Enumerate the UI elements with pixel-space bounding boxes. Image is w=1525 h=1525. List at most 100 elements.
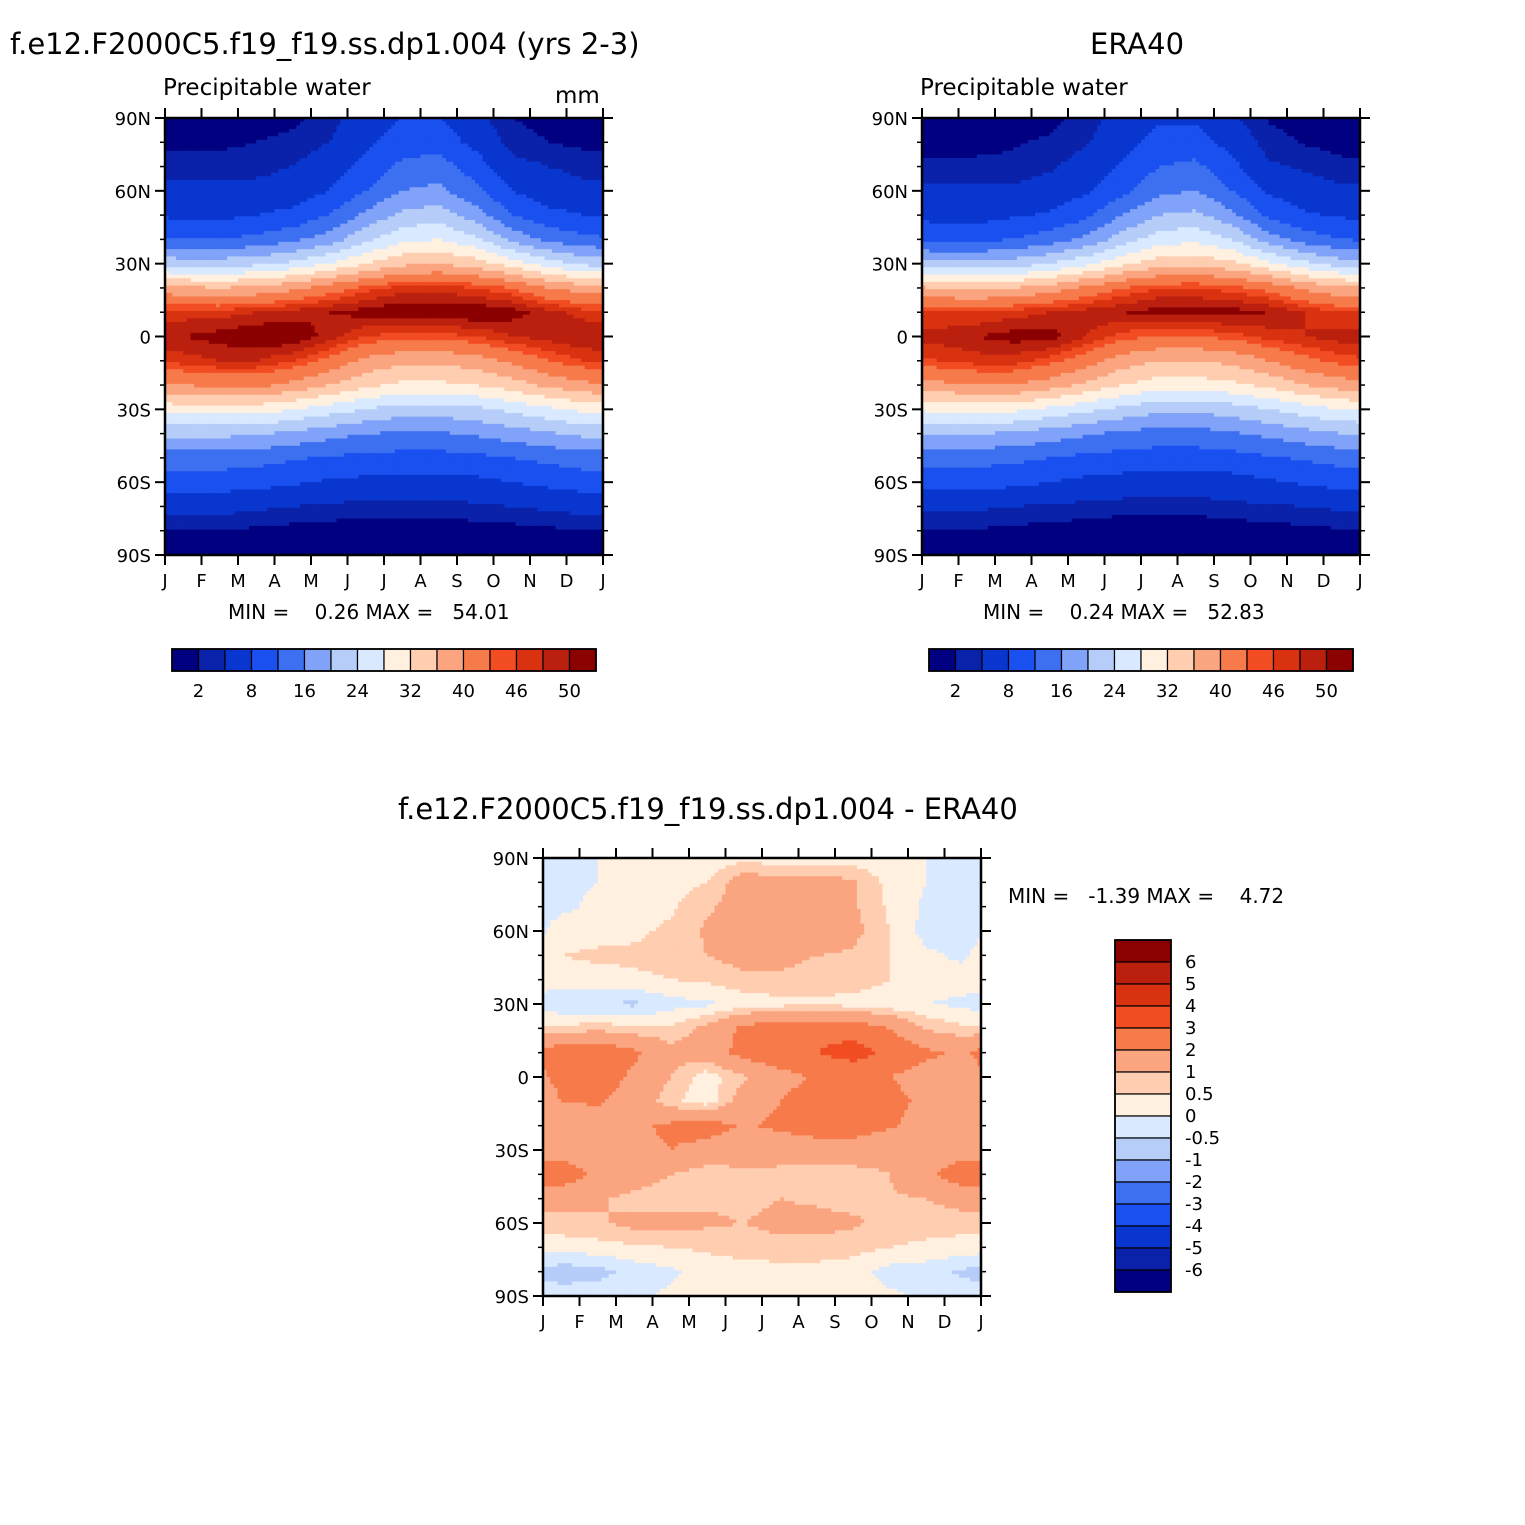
model-contour-cell bbox=[248, 289, 254, 294]
model-contour-cell bbox=[201, 260, 206, 265]
model-contour-cell bbox=[194, 391, 199, 396]
model-contour-cell bbox=[314, 351, 319, 356]
model-contour-cell bbox=[223, 187, 228, 192]
model-contour-cell bbox=[190, 158, 195, 163]
model-contour-cell bbox=[270, 143, 276, 148]
model-contour-cell bbox=[186, 445, 192, 450]
model-contour-cell bbox=[165, 372, 170, 378]
model-contour-cell bbox=[274, 292, 279, 298]
model-contour-cell bbox=[259, 241, 265, 247]
model-contour-cell bbox=[197, 198, 203, 203]
model-contour-cell bbox=[270, 409, 276, 414]
model-contour-cell bbox=[311, 478, 316, 483]
model-contour-cell bbox=[274, 132, 279, 137]
model-contour-cell bbox=[259, 351, 265, 356]
model-contour-cell bbox=[194, 118, 199, 123]
model-contour-cell bbox=[245, 489, 250, 494]
model-contour-cell bbox=[223, 321, 228, 327]
model-contour-cell bbox=[175, 449, 181, 454]
model-contour-cell bbox=[197, 336, 203, 341]
model-contour-cell bbox=[245, 434, 250, 440]
model-contour-cell bbox=[300, 332, 305, 338]
model-contour-cell bbox=[274, 383, 279, 389]
model-contour-cell bbox=[252, 325, 257, 330]
model-contour-cell bbox=[175, 347, 181, 352]
model-contour-cell bbox=[300, 445, 305, 450]
model-contour-cell bbox=[252, 460, 257, 465]
model-contour-cell bbox=[281, 165, 287, 170]
model-contour-cell bbox=[205, 161, 210, 166]
model-contour-cell bbox=[263, 402, 268, 407]
model-contour-cell bbox=[267, 489, 272, 494]
model-contour-cell bbox=[230, 300, 235, 305]
model-contour-cell bbox=[296, 383, 301, 389]
model-contour-cell bbox=[256, 241, 261, 247]
model-contour-cell bbox=[296, 409, 301, 414]
model-contour-cell bbox=[314, 190, 319, 196]
model-contour-cell bbox=[296, 471, 301, 476]
model-contour-cell bbox=[285, 249, 290, 254]
model-contour-cell bbox=[281, 176, 287, 181]
model-contour-cell bbox=[248, 125, 254, 130]
model-contour-cell bbox=[238, 493, 243, 498]
model-contour-cell bbox=[241, 300, 246, 305]
model-contour-cell bbox=[219, 249, 224, 254]
model-contour-cell bbox=[201, 343, 206, 349]
model-contour-cell bbox=[183, 453, 188, 458]
model-contour-cell bbox=[278, 179, 283, 185]
model-contour-cell bbox=[175, 474, 181, 480]
model-contour-cell bbox=[175, 139, 181, 145]
model-contour-cell bbox=[172, 511, 177, 516]
model-contour-cell bbox=[311, 311, 316, 316]
model-contour-cell bbox=[194, 485, 199, 491]
model-contour-cell bbox=[263, 230, 268, 236]
model-contour-cell bbox=[223, 409, 228, 414]
model-contour-cell bbox=[314, 365, 319, 370]
model-contour-cell bbox=[296, 212, 301, 217]
model-contour-cell bbox=[194, 194, 199, 199]
model-contour-cell bbox=[300, 318, 305, 323]
model-contour-cell bbox=[205, 431, 210, 436]
model-contour-cell bbox=[205, 285, 210, 290]
model-contour-cell bbox=[274, 427, 279, 432]
model-contour-cell bbox=[230, 321, 235, 327]
model-contour-cell bbox=[179, 391, 184, 396]
model-contour-cell bbox=[278, 270, 283, 276]
model-contour-cell bbox=[311, 380, 316, 385]
model-contour-cell bbox=[245, 445, 250, 450]
model-contour-cell bbox=[307, 307, 312, 312]
model-contour-cell bbox=[267, 405, 272, 410]
model-contour-cell bbox=[311, 198, 316, 203]
model-contour-cell bbox=[168, 522, 173, 527]
model-contour-cell bbox=[168, 431, 173, 436]
model-contour-cell bbox=[241, 150, 246, 156]
model-contour-cell bbox=[165, 511, 170, 516]
model-contour-cell bbox=[183, 172, 188, 177]
model-contour-cell bbox=[300, 139, 305, 145]
model-contour-cell bbox=[292, 201, 297, 206]
model-contour-cell bbox=[270, 118, 276, 123]
model-contour-cell bbox=[270, 405, 276, 410]
model-contour-cell bbox=[281, 525, 287, 531]
model-contour-cell bbox=[259, 158, 265, 163]
model-contour-cell bbox=[314, 121, 319, 126]
model-contour-cell bbox=[281, 504, 287, 509]
model-contour-cell bbox=[168, 394, 173, 400]
model-contour-cell bbox=[274, 238, 279, 243]
model-contour-cell bbox=[245, 216, 250, 221]
model-contour-cell bbox=[281, 507, 287, 512]
model-contour-cell bbox=[208, 158, 214, 163]
model-contour-cell bbox=[168, 340, 173, 345]
model-contour-cell bbox=[296, 376, 301, 381]
model-contour-cell bbox=[201, 434, 206, 440]
model-contour-cell bbox=[175, 365, 181, 370]
model-contour-cell bbox=[241, 453, 246, 458]
model-contour-cell bbox=[168, 183, 173, 188]
model-contour-cell bbox=[307, 493, 312, 498]
model-contour-cell bbox=[267, 212, 272, 217]
model-contour-cell bbox=[238, 118, 243, 123]
model-contour-cell bbox=[197, 245, 203, 250]
model-contour-cell bbox=[307, 321, 312, 327]
model-contour-cell bbox=[267, 529, 272, 534]
model-contour-cell bbox=[270, 238, 276, 243]
